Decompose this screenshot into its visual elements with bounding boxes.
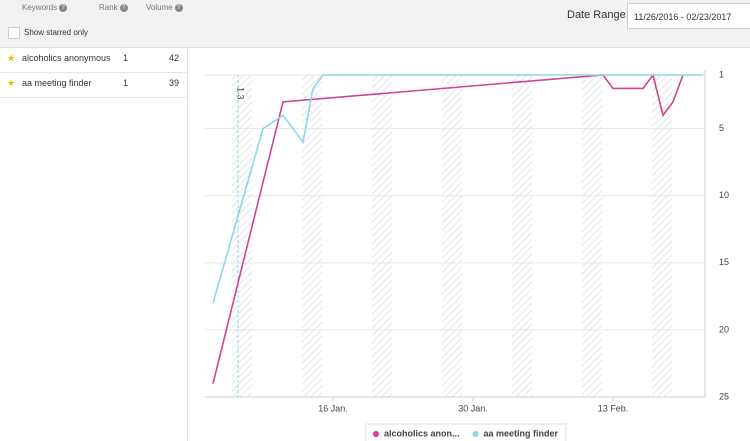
y-tick-label: 15 [719,257,729,267]
weekend-band [302,75,322,397]
weekend-band [582,75,602,397]
x-tick-label: 13 Feb. [598,403,629,413]
legend-swatch [373,431,379,437]
checkbox-label: Show starred only [24,28,89,37]
x-tick-label: 30 Jan. [458,403,488,413]
weekend-band [232,75,252,397]
column-header[interactable]: Volume? [146,3,183,12]
y-tick-label: 1 [719,69,724,79]
date-range-input[interactable]: 11/26/2016 - 02/23/2017 [627,3,750,29]
column-label: Keywords [22,3,58,12]
keyword-name: aa meeting finder [22,78,92,88]
star-icon: ★ [7,78,16,88]
legend-label: aa meeting finder [484,428,559,438]
keyword-row[interactable]: ★ alcoholics anonymous 1 42 [0,48,187,73]
legend-swatch [472,431,479,437]
keyword-rank: 1 [123,78,129,88]
column-label: Rank [99,3,118,12]
legend-box [365,423,567,441]
date-range-label: Date Range: [567,9,629,21]
toolbar: Keywords? Rank? Volume? Show starred onl… [0,0,750,48]
series-line [212,74,703,304]
checkbox[interactable] [8,27,20,39]
star-icon: ★ [7,53,16,63]
keyword-name: alcoholics anonymous [22,53,111,63]
keyword-list: ★ alcoholics anonymous 1 42 ★ aa meeting find… [0,48,188,441]
keyword-row[interactable]: ★ aa meeting finder 1 39 [0,73,187,98]
keyword-rank: 1 [123,53,129,63]
keyword-volume: 42 [168,53,179,63]
column-header[interactable]: Rank? [99,3,128,12]
weekend-band [372,75,392,397]
column-label: Volume [146,3,173,12]
weekend-band [442,75,462,397]
weekend-band [652,75,672,397]
annotation-label: 1.3 [236,87,246,100]
y-tick-label: 25 [719,391,729,401]
keyword-volume: 39 [168,78,179,88]
legend-label: alcoholics anon... [384,428,460,438]
weekend-band [512,75,532,397]
y-tick-label: 5 [719,123,724,133]
y-tick-label: 20 [719,324,729,334]
series-line [212,73,684,384]
column-header[interactable]: Keywords? [22,3,68,12]
y-tick-label: 10 [719,190,729,200]
x-tick-label: 16 Jan. [318,403,348,413]
